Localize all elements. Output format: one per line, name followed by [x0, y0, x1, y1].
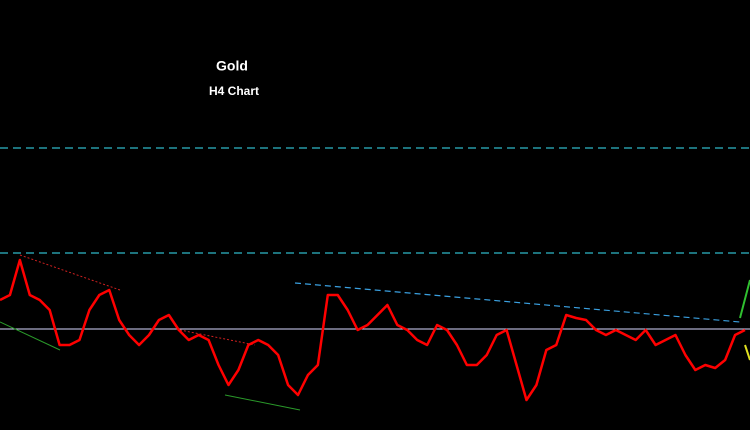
chart-title: Gold: [216, 58, 248, 74]
trend-line: [179, 329, 256, 346]
trend-line: [19, 254, 121, 291]
trend-line: [224, 394, 301, 411]
arrow-down: [744, 344, 750, 361]
price-line: [0, 258, 746, 402]
trend-line: [294, 282, 741, 323]
chart-subtitle: H4 Chart: [209, 84, 259, 98]
trend-line: [0, 321, 61, 351]
arrow-up: [739, 279, 750, 319]
